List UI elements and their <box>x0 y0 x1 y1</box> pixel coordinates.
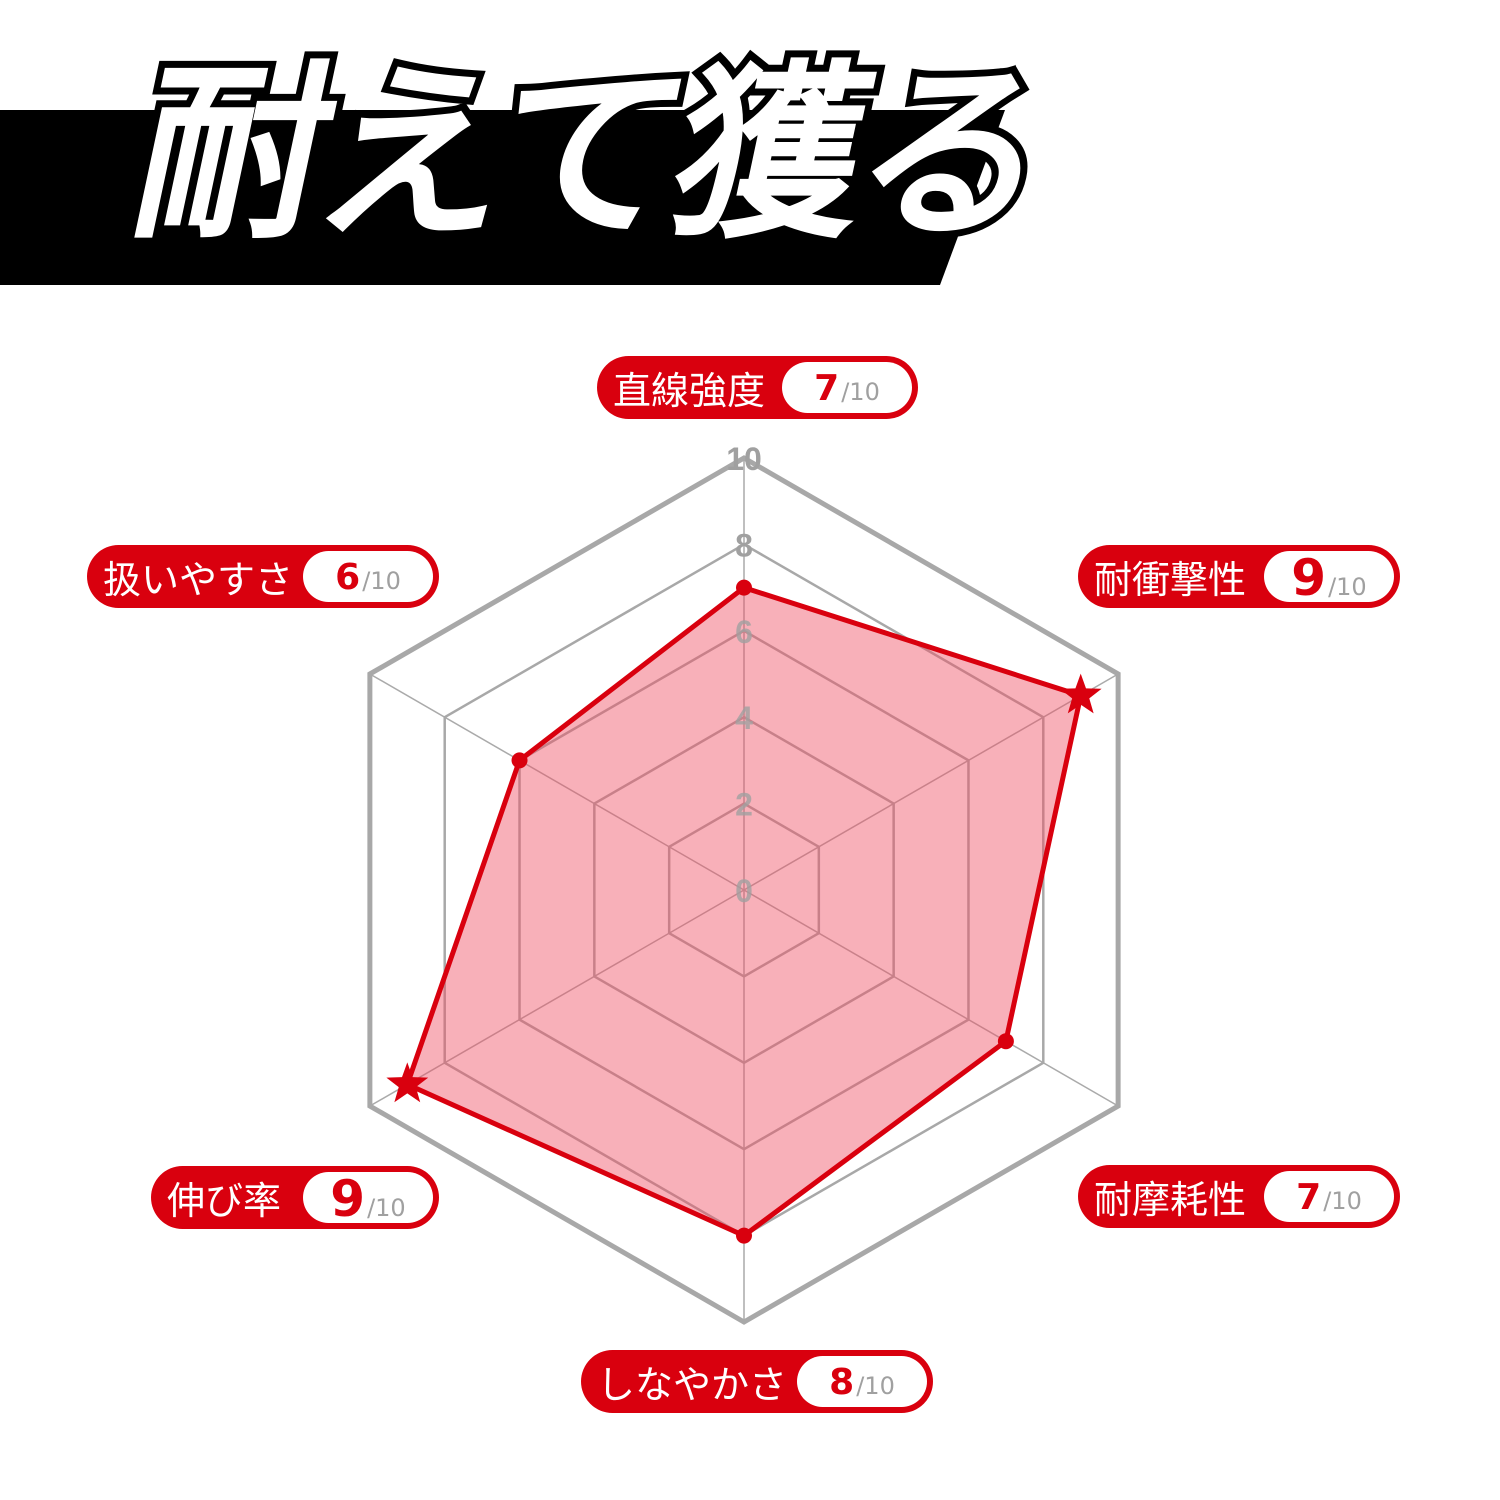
score-badge: 9/10 <box>303 1170 433 1228</box>
category-label: 耐衝撃性 <box>1094 558 1247 602</box>
axis-line <box>743 889 1119 1107</box>
axis-line <box>369 673 745 891</box>
score-value: 7 <box>814 368 840 409</box>
banner-background <box>0 110 1005 285</box>
score-value: 7 <box>1296 1177 1322 1218</box>
data-point <box>736 579 752 596</box>
axis-label-5: 扱いやすさ 6/10 <box>87 545 439 608</box>
category-label: しなやかさ <box>597 1363 788 1407</box>
axis-label-4: 伸び率 9/10 <box>151 1166 439 1229</box>
category-label: 直線強度 <box>613 369 766 413</box>
category-label: 扱いやすさ <box>103 558 294 602</box>
score-suffix: /10 <box>1323 1187 1362 1215</box>
score-suffix: /10 <box>856 1372 895 1400</box>
data-point <box>511 752 528 769</box>
tick-label: 4 <box>735 700 753 736</box>
score-value: 8 <box>829 1362 855 1403</box>
score-suffix: /10 <box>841 378 880 406</box>
tick-label: 0 <box>735 873 753 909</box>
data-point <box>736 1227 752 1244</box>
score-value: 9 <box>1291 549 1327 607</box>
grid-ring <box>367 455 1121 1325</box>
data-point <box>997 1033 1014 1050</box>
score-value: 9 <box>330 1170 366 1228</box>
axis-line <box>743 673 1119 891</box>
axis-label-0: 直線強度 7/10 <box>597 356 918 419</box>
axis-label-3: しなやかさ 8/10 <box>581 1350 933 1413</box>
tick-label: 10 <box>726 441 762 477</box>
axis-label-1: 耐衝撃性 9/10 <box>1078 545 1400 608</box>
tick-label: 8 <box>735 527 753 563</box>
series-area <box>407 587 1081 1236</box>
category-label: 伸び率 <box>167 1179 282 1223</box>
data-point-star <box>1059 673 1102 714</box>
title-banner <box>0 110 1005 285</box>
score-badge: 6/10 <box>303 551 433 602</box>
score-badge: 7/10 <box>1264 1171 1394 1222</box>
score-suffix: /10 <box>367 1194 406 1222</box>
category-label: 耐摩耗性 <box>1094 1178 1247 1222</box>
score-badge: 8/10 <box>797 1356 927 1407</box>
score-suffix: /10 <box>1328 573 1367 601</box>
data-point-star <box>386 1062 429 1103</box>
score-value: 6 <box>335 557 361 598</box>
axis-line <box>369 889 745 1107</box>
grid-ring <box>667 802 821 978</box>
score-badge: 9/10 <box>1264 549 1394 607</box>
tick-label: 6 <box>735 614 753 650</box>
score-badge: 7/10 <box>782 362 912 413</box>
grid-ring <box>593 715 895 1065</box>
tick-label: 2 <box>735 787 753 823</box>
score-suffix: /10 <box>362 567 401 595</box>
axis-label-2: 耐摩耗性 7/10 <box>1078 1165 1400 1228</box>
